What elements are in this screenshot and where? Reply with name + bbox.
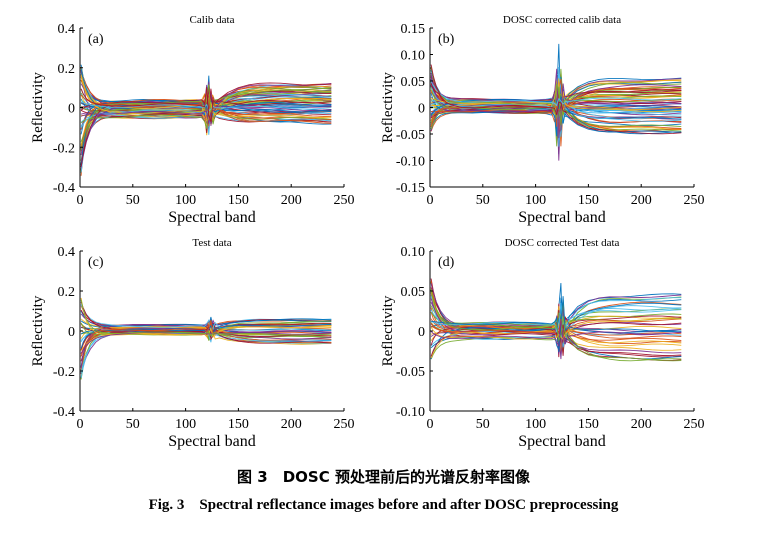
series-line — [430, 68, 682, 139]
y-tick-label: 0 — [418, 325, 425, 340]
x-tick-label: 50 — [126, 193, 140, 208]
series-line — [80, 330, 332, 374]
x-tick-label: 200 — [281, 193, 302, 208]
x-tick-label: 50 — [476, 417, 490, 432]
panel-label: (b) — [438, 32, 455, 47]
y-tick-label: -0.10 — [396, 155, 425, 170]
series-line — [80, 297, 332, 338]
x-tick-label: 100 — [525, 193, 546, 208]
y-tick-label: 0.2 — [58, 285, 76, 300]
series-group — [80, 64, 332, 176]
y-axis-label: Reflectivity — [30, 295, 46, 366]
y-tick-label: -0.4 — [53, 405, 75, 420]
series-line — [430, 86, 682, 128]
y-tick-label: -0.05 — [396, 365, 425, 380]
chart-title: DOSC corrected Test data — [505, 237, 620, 249]
series-line — [80, 304, 332, 336]
series-group — [80, 297, 332, 380]
x-axis-label: Spectral band — [518, 433, 606, 450]
series-line — [80, 331, 332, 354]
y-tick-label: 0.05 — [401, 285, 426, 300]
figure-caption-chinese: 图 3 DOSC 预处理前后的光谱反射率图像 — [237, 468, 530, 486]
x-tick-label: 50 — [126, 417, 140, 432]
y-axis-label: Reflectivity — [30, 72, 46, 143]
chart-panel-b: 0 50 100 150 200 250 -0.15 -0.10 -0.05 0 0.05 0.10 0… — [380, 14, 705, 226]
x-tick-label: 0 — [427, 193, 434, 208]
x-tick-label: 150 — [578, 193, 599, 208]
y-tick-label: 0.15 — [401, 22, 426, 37]
chart-title: Test data — [192, 237, 231, 249]
series-line — [430, 289, 682, 362]
x-tick-label: 100 — [175, 417, 196, 432]
chart-panel-a: 0 50 100 150 200 250 -0.4 -0.2 0 0.2 0.4 Calib data… — [30, 14, 355, 226]
y-tick-label: -0.10 — [396, 405, 425, 420]
x-tick-label: 200 — [631, 417, 652, 432]
series-line — [430, 80, 682, 136]
x-axis-label: Spectral band — [168, 433, 256, 450]
y-tick-label: 0.10 — [401, 49, 426, 64]
series-line — [80, 87, 332, 129]
series-line — [430, 81, 682, 107]
series-line — [80, 299, 332, 337]
x-tick-label: 50 — [476, 193, 490, 208]
series-line — [430, 318, 682, 341]
y-tick-label: -0.05 — [396, 128, 425, 143]
x-tick-label: 200 — [631, 193, 652, 208]
y-tick-label: 0.4 — [58, 245, 76, 260]
y-tick-label: 0 — [418, 102, 425, 117]
x-tick-label: 150 — [228, 417, 249, 432]
x-tick-label: 150 — [228, 193, 249, 208]
chart-panel-c: 0 50 100 150 200 250 -0.4 -0.2 0 0.2 0.4 Test data (… — [30, 237, 355, 450]
x-tick-label: 250 — [684, 417, 705, 432]
y-tick-label: 0 — [68, 102, 75, 117]
y-tick-label: -0.4 — [53, 181, 75, 196]
series-group — [430, 43, 682, 161]
figure-caption-english: Fig. 3 Spectral reflectance images befor… — [148, 497, 619, 513]
series-line — [80, 76, 332, 121]
x-tick-label: 100 — [175, 193, 196, 208]
x-tick-label: 250 — [334, 193, 355, 208]
chart-panel-d: 0 50 100 150 200 250 -0.10 -0.05 0 0.05 0.10 DOSC c… — [380, 237, 705, 450]
x-tick-label: 100 — [525, 417, 546, 432]
series-line — [430, 294, 682, 360]
y-axis-label: Reflectivity — [380, 72, 396, 143]
series-line — [80, 319, 332, 357]
y-tick-label: 0.05 — [401, 75, 426, 90]
panel-label: (c) — [88, 255, 104, 270]
series-line — [430, 320, 682, 348]
x-tick-label: 0 — [77, 193, 84, 208]
series-line — [80, 83, 332, 124]
y-tick-label: -0.2 — [53, 365, 75, 380]
x-axis-label: Spectral band — [518, 209, 606, 226]
y-tick-label: -0.2 — [53, 141, 75, 156]
figure-canvas: 0 50 100 150 200 250 -0.4 -0.2 0 0.2 0.4 Calib data… — [30, 14, 705, 450]
panel-label: (a) — [88, 32, 104, 47]
series-group — [430, 278, 682, 362]
series-line — [430, 67, 682, 126]
chart-title: Calib data — [190, 14, 235, 26]
x-tick-label: 250 — [334, 417, 355, 432]
x-axis-label: Spectral band — [168, 209, 256, 226]
series-line — [430, 98, 682, 121]
y-axis-label: Reflectivity — [380, 295, 396, 366]
x-tick-label: 250 — [684, 193, 705, 208]
x-tick-label: 0 — [77, 417, 84, 432]
x-tick-label: 200 — [281, 417, 302, 432]
series-line — [431, 296, 682, 353]
series-line — [80, 82, 332, 123]
y-tick-label: 0 — [68, 325, 75, 340]
series-line — [430, 64, 682, 135]
y-tick-label: -0.15 — [396, 181, 425, 196]
y-tick-label: 0.4 — [58, 22, 76, 37]
series-line — [430, 302, 682, 333]
y-tick-label: 0.2 — [58, 62, 76, 77]
chart-title: DOSC corrected calib data — [503, 14, 621, 26]
series-line — [80, 101, 332, 112]
y-tick-label: 0.10 — [401, 245, 426, 260]
panel-label: (d) — [438, 255, 455, 270]
x-tick-label: 0 — [427, 417, 434, 432]
x-tick-label: 150 — [578, 417, 599, 432]
